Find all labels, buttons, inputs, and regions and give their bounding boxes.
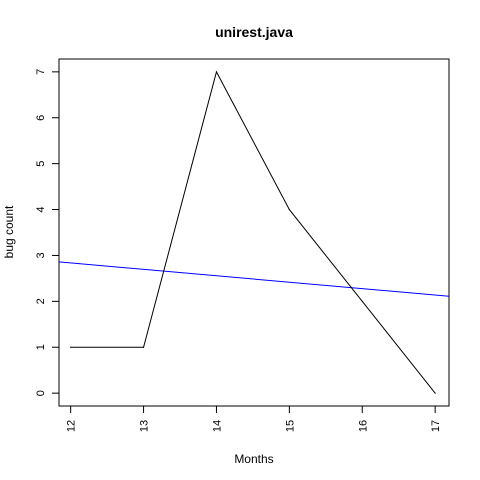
bug-count-line [70,70,436,394]
x-tick-label: 12 [66,420,78,432]
x-tick-label: 15 [284,420,296,432]
trend-line [58,261,450,297]
y-axis: 0 1 2 3 4 5 6 7 [35,69,60,396]
y-tick-label: 5 [35,161,47,167]
y-tick-label: 1 [35,344,47,350]
y-tick-label: 3 [35,252,47,258]
y-tick-label: 7 [35,69,47,75]
x-axis: 12 13 14 15 16 17 [66,405,442,432]
data-point [361,300,363,302]
data-point [70,346,72,348]
data-point [434,392,436,394]
y-axis-label: bug count [2,205,16,258]
data-point [215,71,218,73]
y-tick-label: 0 [35,390,47,396]
x-axis-label: Months [234,452,273,466]
data-point [288,208,290,211]
x-tick-label: 16 [357,420,369,432]
y-tick-label: 4 [35,206,47,212]
y-tick-label: 6 [35,115,47,121]
x-tick-label: 17 [430,420,442,432]
series-layer [58,70,450,394]
y-tick-label: 2 [35,298,47,304]
data-point [142,346,145,348]
x-tick-label: 13 [139,420,151,432]
chart-title: unirest.java [215,24,293,40]
x-tick-label: 14 [211,420,223,432]
